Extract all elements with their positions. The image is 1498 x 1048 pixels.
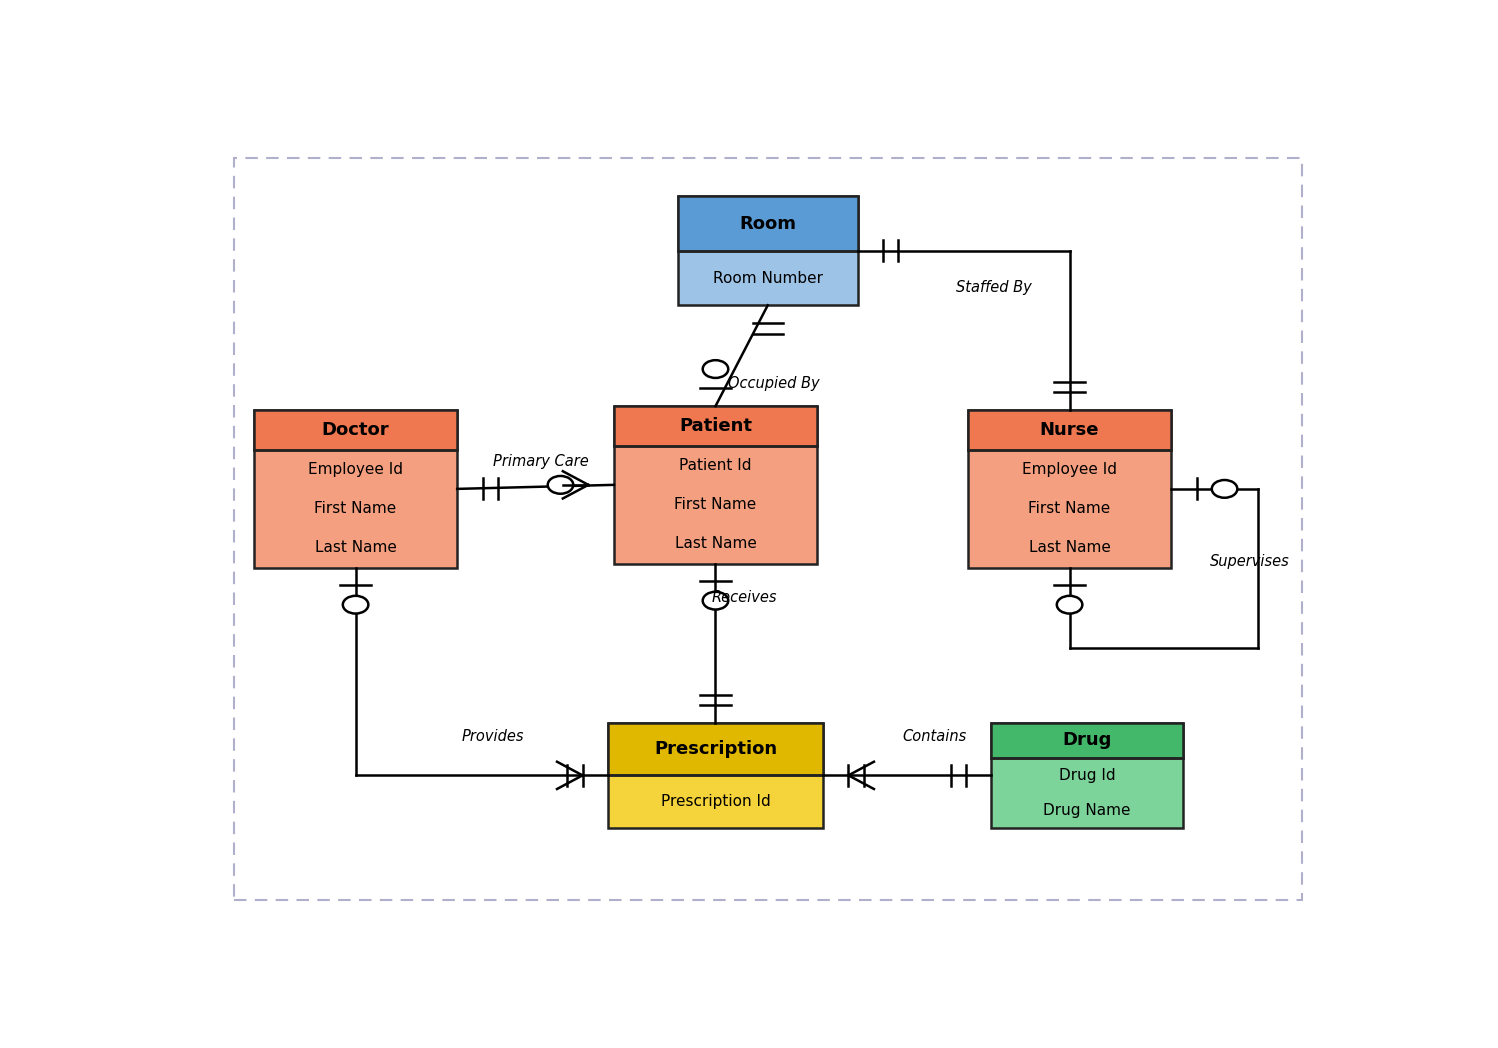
Text: First Name: First Name	[315, 501, 397, 516]
Circle shape	[343, 596, 369, 613]
FancyBboxPatch shape	[677, 196, 858, 250]
Circle shape	[703, 361, 728, 378]
Text: Patient Id: Patient Id	[679, 458, 752, 473]
Text: Room: Room	[739, 215, 797, 233]
Text: Primary Care: Primary Care	[493, 454, 589, 468]
Text: Prescription Id: Prescription Id	[661, 794, 770, 809]
Text: First Name: First Name	[1029, 501, 1110, 516]
Text: Drug Id: Drug Id	[1059, 768, 1116, 783]
Text: Provides: Provides	[461, 729, 524, 744]
FancyBboxPatch shape	[608, 723, 822, 776]
FancyBboxPatch shape	[992, 723, 1183, 758]
FancyBboxPatch shape	[255, 410, 457, 450]
Text: Patient: Patient	[679, 417, 752, 435]
Circle shape	[703, 592, 728, 610]
Text: Last Name: Last Name	[1029, 541, 1110, 555]
FancyBboxPatch shape	[614, 407, 816, 445]
Text: Occupied By: Occupied By	[728, 376, 819, 392]
FancyBboxPatch shape	[614, 407, 816, 564]
Circle shape	[1212, 480, 1237, 498]
FancyBboxPatch shape	[608, 723, 822, 828]
Text: Supervises: Supervises	[1210, 554, 1290, 569]
Text: Last Name: Last Name	[315, 541, 397, 555]
Text: Doctor: Doctor	[322, 421, 389, 439]
FancyBboxPatch shape	[968, 410, 1171, 568]
Text: Employee Id: Employee Id	[1022, 462, 1118, 477]
Text: Drug: Drug	[1062, 732, 1112, 749]
Text: Staffed By: Staffed By	[956, 280, 1032, 294]
Text: Prescription: Prescription	[655, 740, 777, 758]
Circle shape	[548, 476, 574, 494]
Circle shape	[1056, 596, 1083, 613]
Text: Receives: Receives	[712, 590, 777, 606]
FancyBboxPatch shape	[677, 196, 858, 305]
Text: Last Name: Last Name	[674, 537, 756, 551]
Text: Nurse: Nurse	[1040, 421, 1100, 439]
Text: Drug Name: Drug Name	[1043, 803, 1131, 817]
Text: First Name: First Name	[674, 497, 756, 512]
Text: Contains: Contains	[903, 729, 968, 744]
Text: Room Number: Room Number	[713, 270, 822, 285]
Text: Employee Id: Employee Id	[309, 462, 403, 477]
FancyBboxPatch shape	[255, 410, 457, 568]
FancyBboxPatch shape	[968, 410, 1171, 450]
FancyBboxPatch shape	[992, 723, 1183, 828]
